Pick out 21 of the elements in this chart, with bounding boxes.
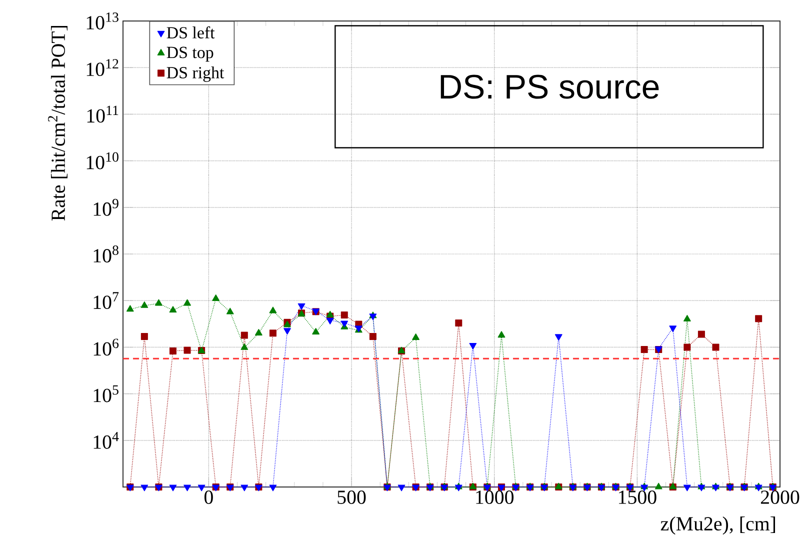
y-tick-label: 10$^{11}$ [87, 106, 118, 123]
y-tick-label: 10$^{10}$ [86, 152, 118, 170]
y-tick-label: 10$^{5}$ [94, 385, 118, 402]
y-tick-label: 10$^{7}$ [94, 292, 119, 309]
legend-label: DS top [166, 46, 214, 62]
y-tick-label: 10$^{12}$ [86, 59, 118, 76]
y-tick-label: 10$^{9}$ [94, 198, 118, 216]
y-axis-title: Rate [hit/cm$^{2}$/total POT] [48, 26, 68, 221]
x-tick-label: 2000 [760, 490, 800, 504]
x-tick-label: 500 [338, 490, 366, 504]
x-tick-label: 0 [204, 490, 213, 504]
y-tick-label: 10$^{6}$ [94, 338, 119, 356]
legend-label: DS left [166, 26, 215, 38]
x-axis-title: z(Mu2e), [cm] [660, 516, 776, 535]
y-tick-label: 10$^{4}$ [94, 432, 119, 449]
y-tick-label: 10$^{8}$ [94, 246, 118, 262]
x-tick-label: 1000 [476, 490, 514, 504]
x-tick-label: 1500 [619, 490, 656, 504]
y-tick-label: 10$^{13}$ [86, 12, 118, 30]
legend-label: DS right [166, 66, 224, 82]
annotation: DS: PS source [440, 74, 659, 99]
